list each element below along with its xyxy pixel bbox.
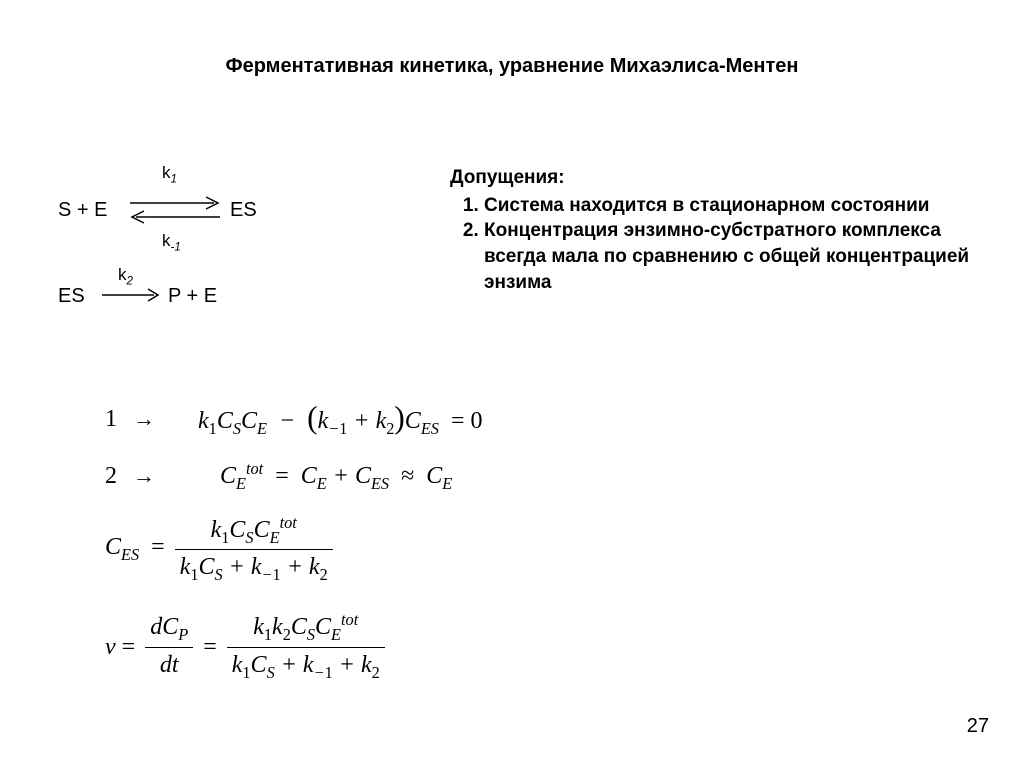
assumption-item: Концентрация энзимно-субстратного компле… [484, 218, 980, 295]
equation-ces: CES = k1CSCEtot k1CS + k−1 + k2 [105, 514, 705, 586]
equations-block: 1 → k1CSCE − (k−1 + k2)CES = 0 2 → CEtot… [105, 400, 705, 709]
assumptions-block: Допущения: Система находится в стационар… [450, 165, 980, 295]
reaction-2-left: ES [58, 285, 85, 308]
reaction-1: S + E ES k1 k-1 [58, 185, 308, 255]
equilibrium-arrows-icon [128, 185, 222, 235]
reaction-2-right: P + E [168, 285, 217, 308]
equation-2: 2 → CEtot = CE + CES ≈ CE [105, 459, 705, 494]
slide-title: Ферментативная кинетика, уравнение Михаэ… [0, 55, 1024, 78]
assumptions-heading: Допущения: [450, 165, 980, 191]
reaction-2: ES P + E k2 [58, 277, 308, 322]
equation-v: v = dCP dt = k1k2CSCEtot k1CS + k−1 + k2 [105, 611, 705, 683]
rate-constant-k1: k1 [162, 163, 177, 185]
assumptions-list: Система находится в стационарном состоян… [450, 193, 980, 296]
assumption-item: Система находится в стационарном состоян… [484, 193, 980, 219]
arrow-right-icon [100, 285, 162, 315]
reaction-1-right: ES [230, 199, 257, 222]
page-number: 27 [967, 715, 989, 738]
equation-1: 1 → k1CSCE − (k−1 + k2)CES = 0 [105, 400, 705, 439]
reaction-block: S + E ES k1 k-1 ES P + E k2 [58, 185, 308, 322]
rate-constant-k-1: k-1 [162, 231, 181, 253]
reaction-1-left: S + E [58, 199, 107, 222]
